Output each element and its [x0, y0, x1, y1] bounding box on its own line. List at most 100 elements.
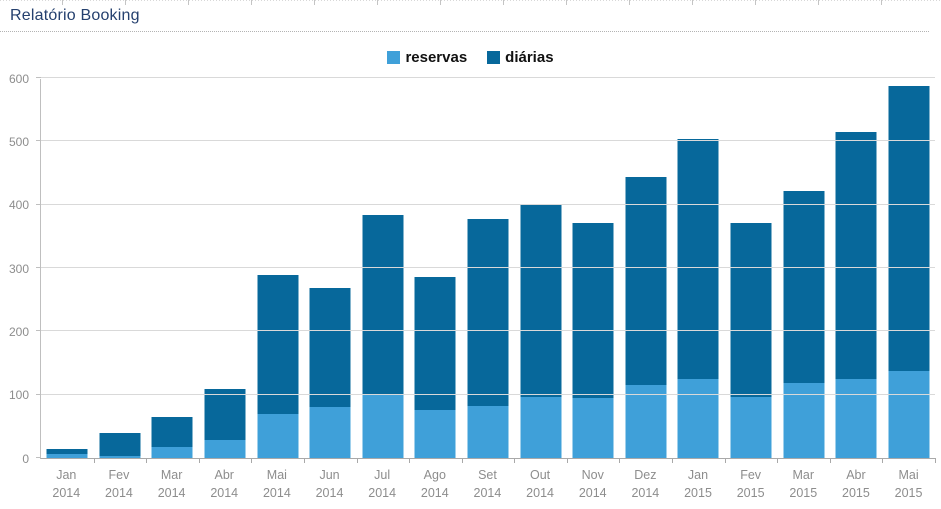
bar-segment-reservas-fev-2015[interactable] — [730, 396, 772, 458]
stacked-bar-jan-2015[interactable] — [677, 139, 719, 458]
bar-segment-diárias-mar-2015[interactable] — [783, 191, 825, 383]
x-axis-tick — [514, 458, 516, 463]
gridline-500 — [41, 140, 935, 142]
stacked-bar-nov-2014[interactable] — [572, 223, 614, 458]
bar-slot-abr-2015 — [830, 79, 883, 458]
stacked-bar-mai-2015[interactable] — [888, 86, 930, 458]
bar-segment-diárias-abr-2015[interactable] — [835, 132, 877, 379]
bar-segment-diárias-jul-2014[interactable] — [362, 215, 404, 395]
bar-segment-reservas-mar-2015[interactable] — [783, 382, 825, 458]
bar-segment-diárias-dez-2014[interactable] — [625, 177, 667, 386]
y-axis-label-500: 500 — [8, 134, 29, 149]
x-axis-label-dez-2014: Dez 2014 — [631, 468, 660, 501]
bar-slot-fev-2014 — [94, 79, 147, 458]
x-axis-label-abr-2015: Abr 2015 — [842, 468, 870, 501]
x-axis-tick — [461, 458, 463, 463]
bar-segment-reservas-dez-2014[interactable] — [625, 385, 667, 458]
bar-segment-diárias-mai-2014[interactable] — [257, 274, 299, 415]
bar-slot-jan-2014 — [41, 79, 94, 458]
x-axis-tick — [93, 458, 95, 463]
bar-segment-reservas-mai-2014[interactable] — [257, 414, 299, 458]
y-axis-tick — [36, 203, 41, 205]
stacked-bar-jun-2014[interactable] — [309, 288, 351, 458]
x-axis-label-mar-2015: Mar 2015 — [789, 468, 818, 501]
x-axis-label-fev-2015: Fev 2015 — [736, 468, 765, 501]
bar-segment-diárias-abr-2014[interactable] — [204, 388, 246, 441]
legend-label-reservas: reservas — [405, 48, 468, 66]
x-axis-label-jan-2015: Jan 2015 — [684, 468, 712, 501]
x-axis-tick — [829, 458, 831, 463]
y-axis-label-200: 200 — [8, 324, 29, 339]
bar-segment-reservas-fev-2014[interactable] — [99, 456, 141, 458]
page-title: Relatório Booking — [10, 7, 140, 24]
bar-segment-reservas-mai-2015[interactable] — [888, 371, 930, 458]
gridline-400 — [41, 203, 935, 205]
bar-segment-diárias-jun-2014[interactable] — [309, 288, 351, 408]
stacked-bar-mar-2014[interactable] — [151, 416, 193, 458]
stacked-bar-fev-2015[interactable] — [730, 223, 772, 458]
legend-item-diarias[interactable]: diárias — [487, 49, 554, 66]
stacked-bar-fev-2014[interactable] — [99, 432, 141, 458]
bar-segment-diárias-out-2014[interactable] — [520, 204, 562, 397]
bar-segment-diárias-jan-2015[interactable] — [677, 139, 719, 380]
stacked-bar-out-2014[interactable] — [520, 204, 562, 458]
x-axis-label-fev-2014: Fev 2014 — [105, 468, 133, 501]
bar-segment-diárias-mai-2015[interactable] — [888, 86, 930, 372]
bar-segment-reservas-mar-2014[interactable] — [151, 447, 193, 458]
bar-segment-reservas-jul-2014[interactable] — [362, 394, 404, 458]
stacked-bar-mai-2014[interactable] — [257, 274, 299, 458]
y-axis-tick — [36, 140, 41, 142]
bar-segment-diárias-ago-2014[interactable] — [414, 276, 456, 410]
stacked-bar-abr-2014[interactable] — [204, 388, 246, 458]
bar-segment-reservas-jan-2015[interactable] — [677, 379, 719, 458]
stacked-bar-set-2014[interactable] — [467, 219, 509, 458]
x-axis-label-out-2014: Out 2014 — [526, 468, 554, 501]
y-axis-tick — [36, 77, 41, 78]
bar-segment-diárias-fev-2014[interactable] — [99, 432, 141, 457]
stacked-bar-dez-2014[interactable] — [625, 177, 667, 458]
x-axis-tick — [566, 458, 568, 463]
bar-slot-jan-2015 — [672, 79, 725, 458]
x-axis-label-mai-2014: Mai 2014 — [262, 468, 291, 501]
x-axis-tick — [146, 458, 148, 463]
bar-slot-dez-2014 — [620, 79, 673, 458]
x-axis-tick — [619, 458, 621, 463]
legend-swatch-diarias-icon — [487, 50, 501, 64]
legend-item-reservas[interactable]: reservas — [387, 49, 467, 66]
bar-segment-diárias-nov-2014[interactable] — [572, 223, 614, 399]
stacked-bar-jan-2014[interactable] — [46, 449, 88, 458]
bar-segment-reservas-set-2014[interactable] — [467, 406, 509, 458]
legend-swatch-reservas-icon — [387, 50, 401, 64]
gridline-600 — [41, 77, 935, 78]
x-axis-tick — [882, 458, 884, 463]
top-ruler — [0, 0, 941, 5]
x-axis-label-set-2014: Set 2014 — [473, 468, 502, 501]
x-axis-label-jan-2014: Jan 2014 — [52, 468, 81, 501]
stacked-bar-mar-2015[interactable] — [783, 191, 825, 458]
x-axis-tick — [409, 458, 411, 463]
bar-segment-diárias-mar-2014[interactable] — [151, 416, 193, 448]
stacked-bar-jul-2014[interactable] — [362, 215, 404, 458]
bar-segment-diárias-fev-2015[interactable] — [730, 223, 772, 397]
stacked-bar-abr-2015[interactable] — [835, 132, 877, 458]
bar-slot-abr-2014 — [199, 79, 252, 458]
chart-legend: reservas diárias — [0, 46, 941, 68]
bar-segment-reservas-abr-2014[interactable] — [204, 440, 246, 458]
bar-slot-mai-2015 — [883, 79, 936, 458]
x-axis-label-abr-2014: Abr 2014 — [210, 468, 239, 501]
bar-slot-set-2014 — [462, 79, 515, 458]
bar-segment-reservas-out-2014[interactable] — [520, 396, 562, 458]
stacked-bar-ago-2014[interactable] — [414, 276, 456, 458]
bar-segment-reservas-ago-2014[interactable] — [414, 409, 456, 458]
bar-segment-reservas-nov-2014[interactable] — [572, 398, 614, 458]
title-separator — [0, 31, 929, 32]
bar-segment-reservas-abr-2015[interactable] — [835, 378, 877, 458]
bar-segment-diárias-set-2014[interactable] — [467, 219, 509, 407]
bar-slot-nov-2014 — [567, 79, 620, 458]
bar-slot-ago-2014 — [409, 79, 462, 458]
bar-segment-reservas-jan-2014[interactable] — [46, 454, 88, 458]
bar-segment-diárias-jan-2014[interactable] — [46, 449, 88, 455]
bar-segment-reservas-jun-2014[interactable] — [309, 407, 351, 458]
x-axis-tick — [935, 458, 936, 463]
y-axis-tick — [36, 457, 41, 458]
